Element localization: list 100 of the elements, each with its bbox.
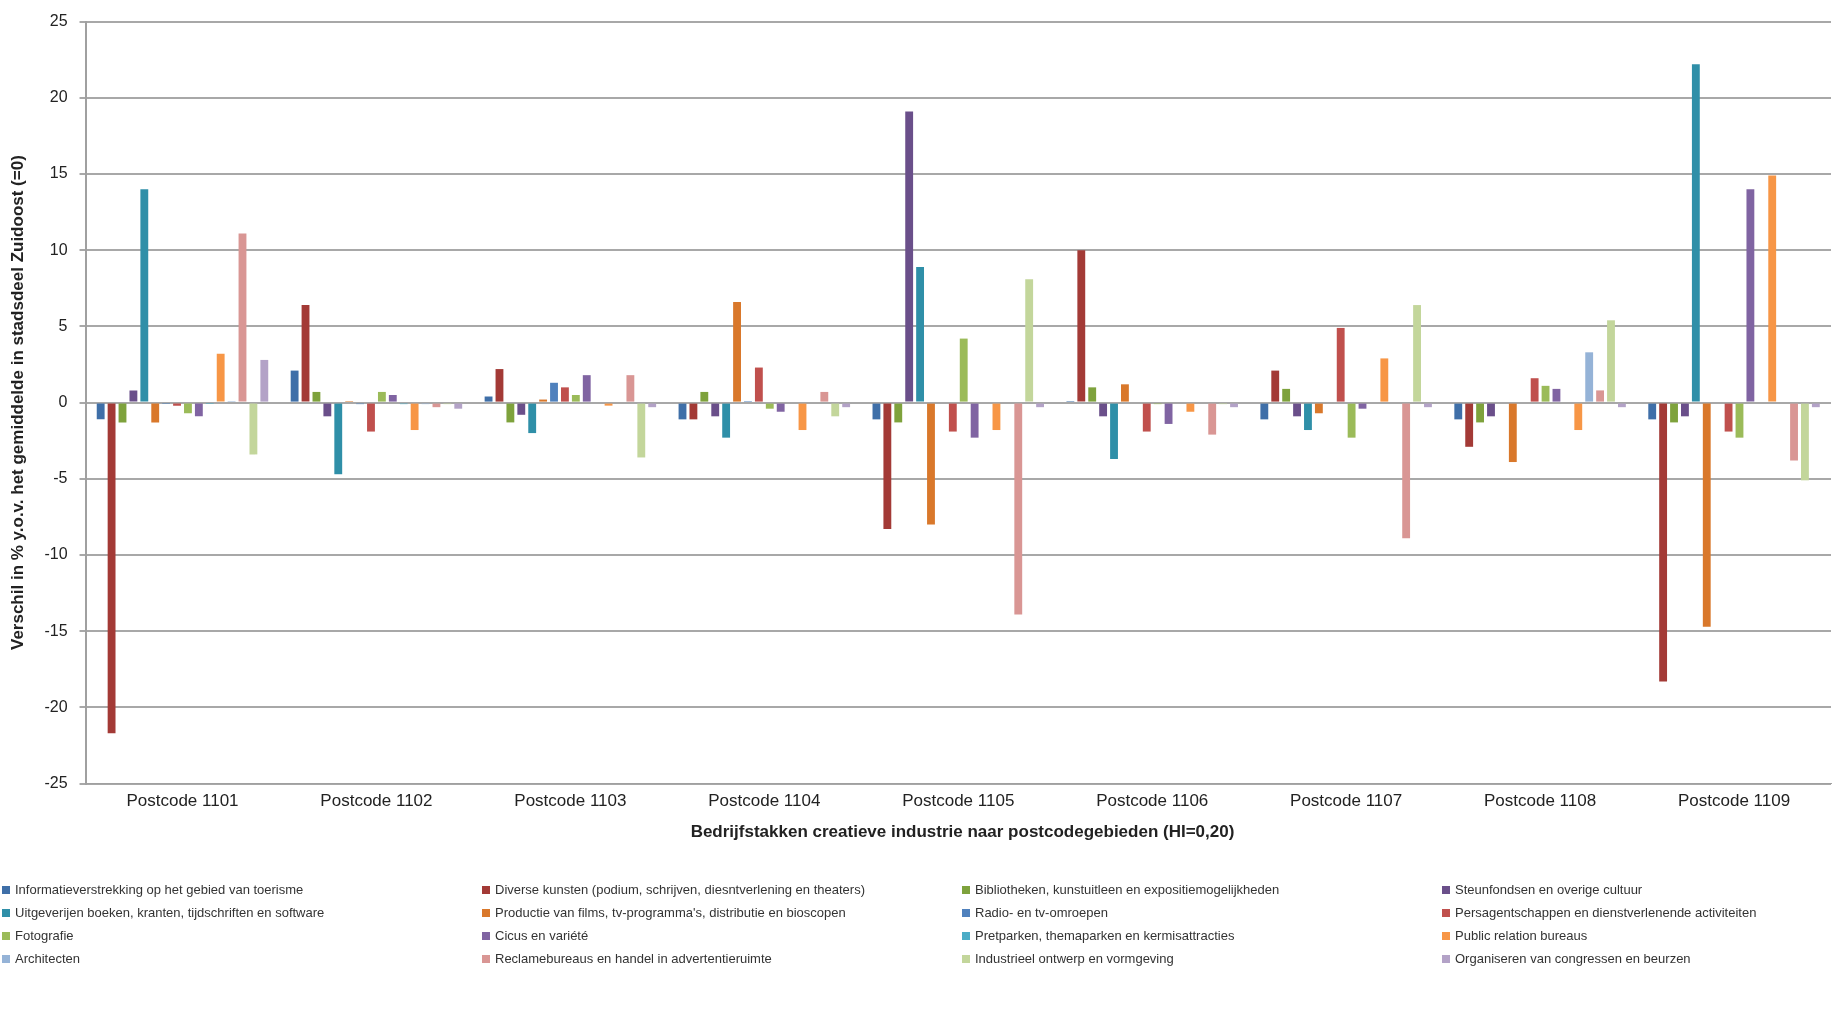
bar [1208,403,1217,435]
bar [1681,403,1689,417]
y-tick-label: 5 [58,316,68,334]
y-tick-label: -25 [44,774,68,792]
bar [216,353,225,402]
legend-label: Architecten [15,951,81,966]
bar [539,399,548,402]
legend-label: Industrieel ontwerp en vormgeving [975,951,1174,966]
legend-label: Persagentschappen en dienstverlenende activiteiten [1455,905,1757,920]
bar [129,390,138,402]
bar [260,359,269,402]
bar [1670,403,1678,423]
bar [151,403,160,423]
y-tick-label: 10 [49,240,68,258]
bar [571,394,580,402]
bar [1186,403,1195,412]
bar [948,403,957,432]
bar [883,403,892,530]
y-tick-label: 0 [58,393,68,411]
bar [1260,403,1269,420]
bar [1746,189,1755,402]
bar [1659,403,1668,682]
legend-label: Productie van films, tv-programma's, distributie en bioscopen [495,905,846,920]
bar [1574,403,1583,431]
bar [1454,403,1463,420]
bar [388,394,397,402]
y-tick-label: -5 [53,469,68,487]
bar [711,403,720,417]
bar [700,391,709,402]
x-tick-label: Postcode 1104 [708,791,821,811]
bar [689,403,698,420]
bar [1648,403,1657,420]
x-tick-label: Postcode 1105 [902,791,1015,811]
bar [334,403,343,475]
bar [905,111,914,402]
bar [194,403,203,417]
bar [1530,378,1539,402]
legend-label: Informatieverstrekking op het gebied van toerisme [15,882,304,897]
bar [1347,403,1356,438]
bar [323,403,332,417]
bar [765,403,774,409]
bar [1014,403,1023,615]
legend-label: Pretparken, themaparken en kermisattracties [975,928,1235,943]
bar [959,338,968,402]
bar [238,233,247,402]
bar [1077,250,1086,402]
x-tick-label: Postcode 1101 [126,791,239,811]
x-tick-label: Postcode 1107 [1290,791,1403,811]
legend-label: Uitgeverijen boeken, kranten, tijdschriften en software [15,905,325,920]
bar [1508,403,1517,463]
bar [1088,387,1097,402]
bar [184,403,192,414]
x-axis-title: Bedrijfstakken creatieve industrie naar postcodegebieden (HI=0,20) [689,822,1236,843]
x-tick-label: Postcode 1103 [514,791,627,811]
bar [916,266,925,402]
bar [1110,403,1118,459]
bar [1596,390,1605,402]
y-tick-label: 15 [49,164,68,182]
legend-label: Reclamebureaus en handel in advertentieruimte [495,951,772,966]
bar [1271,370,1280,402]
bar [1336,327,1345,402]
bar [820,391,829,402]
x-tick-label: Postcode 1106 [1096,791,1209,811]
y-tick-label: 25 [49,12,68,30]
y-tick-label: -10 [44,545,68,563]
bar [107,403,116,734]
bar [1691,64,1700,402]
bar [1402,403,1411,539]
bar [301,305,310,402]
bar [1790,403,1798,461]
y-axis-title: Verschil in % y.o.v. het gemiddelde in stadsdeel Zuidoost (=0) [7,155,27,651]
bar [1413,305,1421,402]
bar [754,367,763,402]
bar [1724,403,1733,432]
bar [528,403,537,434]
bar [1801,403,1809,481]
bar [927,403,935,525]
y-tick-label: 20 [49,88,68,106]
legend-label: Organiseren van congressen en beurzen [1455,951,1691,966]
legend-label: Radio- en tv-omroepen [975,905,1108,920]
bar [495,369,504,402]
bar [637,403,646,458]
bar [1099,403,1108,417]
bar [517,403,526,415]
bar [1465,403,1474,447]
bar [831,403,840,417]
legend-label: Fotografie [15,928,74,943]
bar [367,403,375,432]
bar [1585,352,1594,402]
bar [733,302,741,402]
bar [1304,403,1312,431]
bar [582,375,591,402]
bar [1487,403,1495,417]
bar [1380,358,1389,402]
bar [96,403,105,420]
bar [173,403,181,406]
bar [561,387,569,402]
bar [1293,403,1301,417]
legend-label: Diverse kunsten (podium, schrijven, diesntverlening en theaters) [495,882,865,897]
bar [1025,279,1034,402]
